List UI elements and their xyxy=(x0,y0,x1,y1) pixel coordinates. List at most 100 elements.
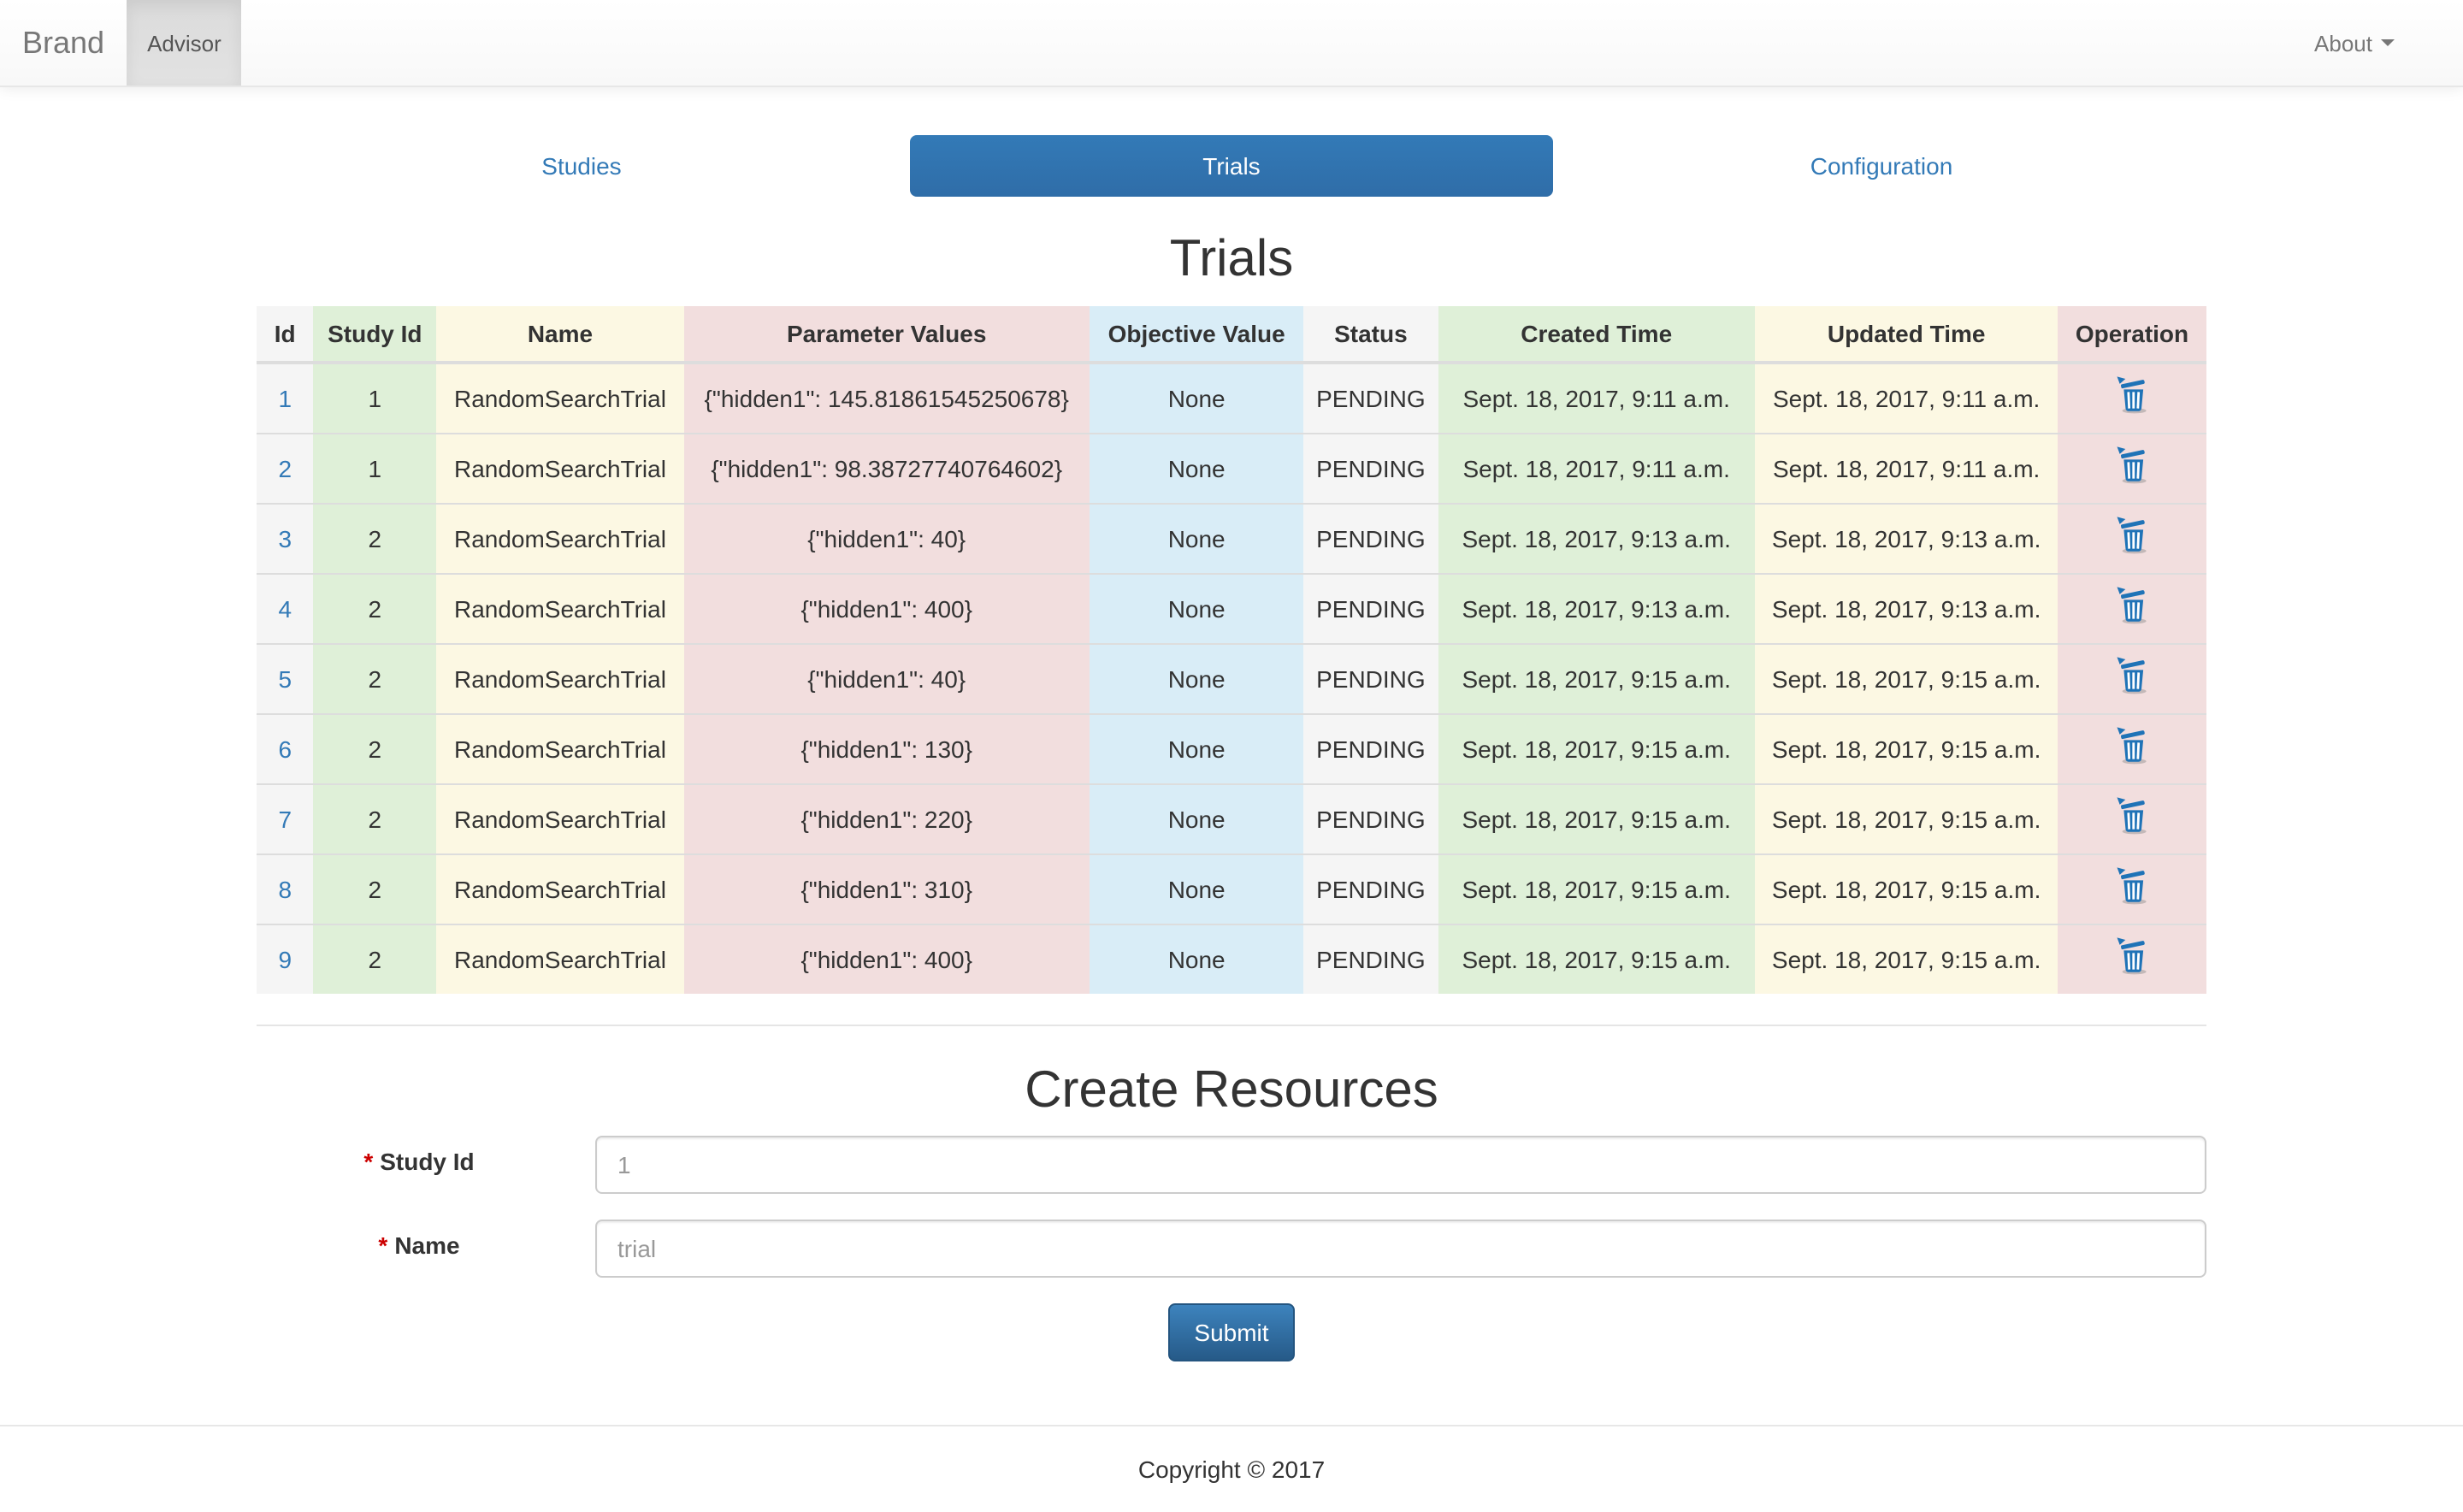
create-resources-form: *Study Id *Name Submit xyxy=(257,1136,2206,1361)
updated-time-cell: Sept. 18, 2017, 9:15 a.m. xyxy=(1755,924,2058,994)
name-cell: RandomSearchTrial xyxy=(436,362,684,434)
table-row: 3 2 RandomSearchTrial {"hidden1": 40} None PE… xyxy=(257,503,2206,574)
updated-time-cell: Sept. 18, 2017, 9:11 a.m. xyxy=(1755,433,2058,504)
operation-cell xyxy=(2058,503,2206,574)
objective-value-cell: None xyxy=(1089,643,1304,714)
delete-trial-button[interactable] xyxy=(2114,375,2150,414)
created-time-cell: Sept. 18, 2017, 9:15 a.m. xyxy=(1438,924,1756,994)
name-cell: RandomSearchTrial xyxy=(436,713,684,784)
study-id-cell: 2 xyxy=(313,643,437,714)
operation-cell xyxy=(2058,783,2206,854)
id-cell: 3 xyxy=(257,503,314,574)
created-time-cell: Sept. 18, 2017, 9:11 a.m. xyxy=(1438,362,1756,434)
id-cell: 2 xyxy=(257,433,314,504)
navbar: Brand Advisor About xyxy=(0,0,2463,87)
operation-cell xyxy=(2058,573,2206,644)
section-divider xyxy=(257,1025,2206,1026)
trial-id-link[interactable]: 8 xyxy=(278,876,292,903)
parameter-values-cell: {"hidden1": 145.81861545250678} xyxy=(683,362,1090,434)
table-row: 5 2 RandomSearchTrial {"hidden1": 40} None PE… xyxy=(257,643,2206,714)
tab-studies[interactable]: Studies xyxy=(541,152,622,180)
about-dropdown[interactable]: About xyxy=(2294,0,2415,86)
created-time-cell: Sept. 18, 2017, 9:15 a.m. xyxy=(1438,853,1756,924)
col-header-operation: Operation xyxy=(2058,306,2206,364)
col-header-id: Id xyxy=(257,306,314,364)
trial-id-link[interactable]: 9 xyxy=(278,946,292,973)
page-title: Trials xyxy=(1169,231,1294,287)
delete-trial-button[interactable] xyxy=(2114,515,2150,554)
trial-id-link[interactable]: 3 xyxy=(278,525,292,552)
updated-time-cell: Sept. 18, 2017, 9:15 a.m. xyxy=(1755,643,2058,714)
col-header-status: Status xyxy=(1303,306,1438,364)
trials-table-head: Id Study Id Name Parameter Values Objective … xyxy=(257,306,2206,364)
col-header-created-time: Created Time xyxy=(1438,306,1756,364)
id-cell: 9 xyxy=(257,924,314,994)
trial-id-link[interactable]: 5 xyxy=(278,665,292,693)
tab-configuration[interactable]: Configuration xyxy=(1810,152,1953,180)
name-cell: RandomSearchTrial xyxy=(436,433,684,504)
name-label: * Name xyxy=(257,1220,582,1259)
name-label-text: Name xyxy=(394,1231,460,1259)
table-row: 1 1 RandomSearchTrial {"hidden1": 145.81861… xyxy=(257,362,2206,434)
delete-trial-button[interactable] xyxy=(2114,655,2150,694)
delete-trial-button[interactable] xyxy=(2114,795,2150,835)
updated-time-cell: Sept. 18, 2017, 9:15 a.m. xyxy=(1755,783,2058,854)
status-cell: PENDING xyxy=(1303,783,1438,854)
operation-cell xyxy=(2058,362,2206,434)
parameter-values-cell: {"hidden1": 98.38727740764602} xyxy=(683,433,1090,504)
name-group: * Name xyxy=(257,1220,2206,1278)
parameter-values-cell: {"hidden1": 40} xyxy=(683,503,1090,574)
trial-id-link[interactable]: 6 xyxy=(278,735,292,763)
table-row: 2 1 RandomSearchTrial {"hidden1": 98.387277… xyxy=(257,433,2206,504)
submit-button[interactable]: Submit xyxy=(1168,1303,1295,1361)
create-resources-title: Create Resources xyxy=(1025,1062,1438,1119)
parameter-values-cell: {"hidden1": 220} xyxy=(683,783,1090,854)
trial-id-link[interactable]: 1 xyxy=(278,385,292,412)
required-asterisk: * xyxy=(363,1148,374,1175)
updated-time-cell: Sept. 18, 2017, 9:13 a.m. xyxy=(1755,503,2058,574)
delete-trial-button[interactable] xyxy=(2114,936,2150,975)
objective-value-cell: None xyxy=(1089,362,1304,434)
id-cell: 6 xyxy=(257,713,314,784)
nav-item-advisor[interactable]: Advisor xyxy=(127,0,242,86)
col-header-objective-value: Objective Value xyxy=(1089,306,1304,364)
created-time-cell: Sept. 18, 2017, 9:15 a.m. xyxy=(1438,783,1756,854)
id-cell: 8 xyxy=(257,853,314,924)
objective-value-cell: None xyxy=(1089,853,1304,924)
trash-icon xyxy=(2117,587,2147,624)
tab-trials[interactable]: Trials xyxy=(910,135,1553,197)
trial-id-link[interactable]: 7 xyxy=(278,806,292,833)
brand-link[interactable]: Brand xyxy=(22,25,105,59)
delete-trial-button[interactable] xyxy=(2114,725,2150,765)
status-cell: PENDING xyxy=(1303,853,1438,924)
parameter-values-cell: {"hidden1": 400} xyxy=(683,573,1090,644)
updated-time-cell: Sept. 18, 2017, 9:15 a.m. xyxy=(1755,713,2058,784)
table-row: 7 2 RandomSearchTrial {"hidden1": 220} None P… xyxy=(257,783,2206,854)
copyright-text: Copyright © 2017 xyxy=(1137,1456,1326,1483)
delete-trial-button[interactable] xyxy=(2114,865,2150,905)
trials-table: Id Study Id Name Parameter Values Objective … xyxy=(257,306,2206,994)
navbar-right: About xyxy=(2294,0,2463,86)
name-input[interactable] xyxy=(595,1220,2206,1278)
study-id-input[interactable] xyxy=(595,1136,2206,1194)
tab-trials-item: Trials xyxy=(907,135,1556,197)
trial-id-link[interactable]: 4 xyxy=(278,595,292,623)
operation-cell xyxy=(2058,713,2206,784)
study-id-cell: 2 xyxy=(313,853,437,924)
footer: Copyright © 2017 xyxy=(0,1425,2463,1512)
objective-value-cell: None xyxy=(1089,783,1304,854)
delete-trial-button[interactable] xyxy=(2114,445,2150,484)
parameter-values-cell: {"hidden1": 130} xyxy=(683,713,1090,784)
id-cell: 4 xyxy=(257,573,314,644)
delete-trial-button[interactable] xyxy=(2114,585,2150,624)
study-id-cell: 2 xyxy=(313,924,437,994)
created-time-cell: Sept. 18, 2017, 9:13 a.m. xyxy=(1438,573,1756,644)
table-row: 8 2 RandomSearchTrial {"hidden1": 310} None P… xyxy=(257,853,2206,924)
study-id-cell: 2 xyxy=(313,573,437,644)
status-cell: PENDING xyxy=(1303,713,1438,784)
parameter-values-cell: {"hidden1": 400} xyxy=(683,924,1090,994)
id-cell: 5 xyxy=(257,643,314,714)
objective-value-cell: None xyxy=(1089,573,1304,644)
trial-id-link[interactable]: 2 xyxy=(278,455,292,482)
